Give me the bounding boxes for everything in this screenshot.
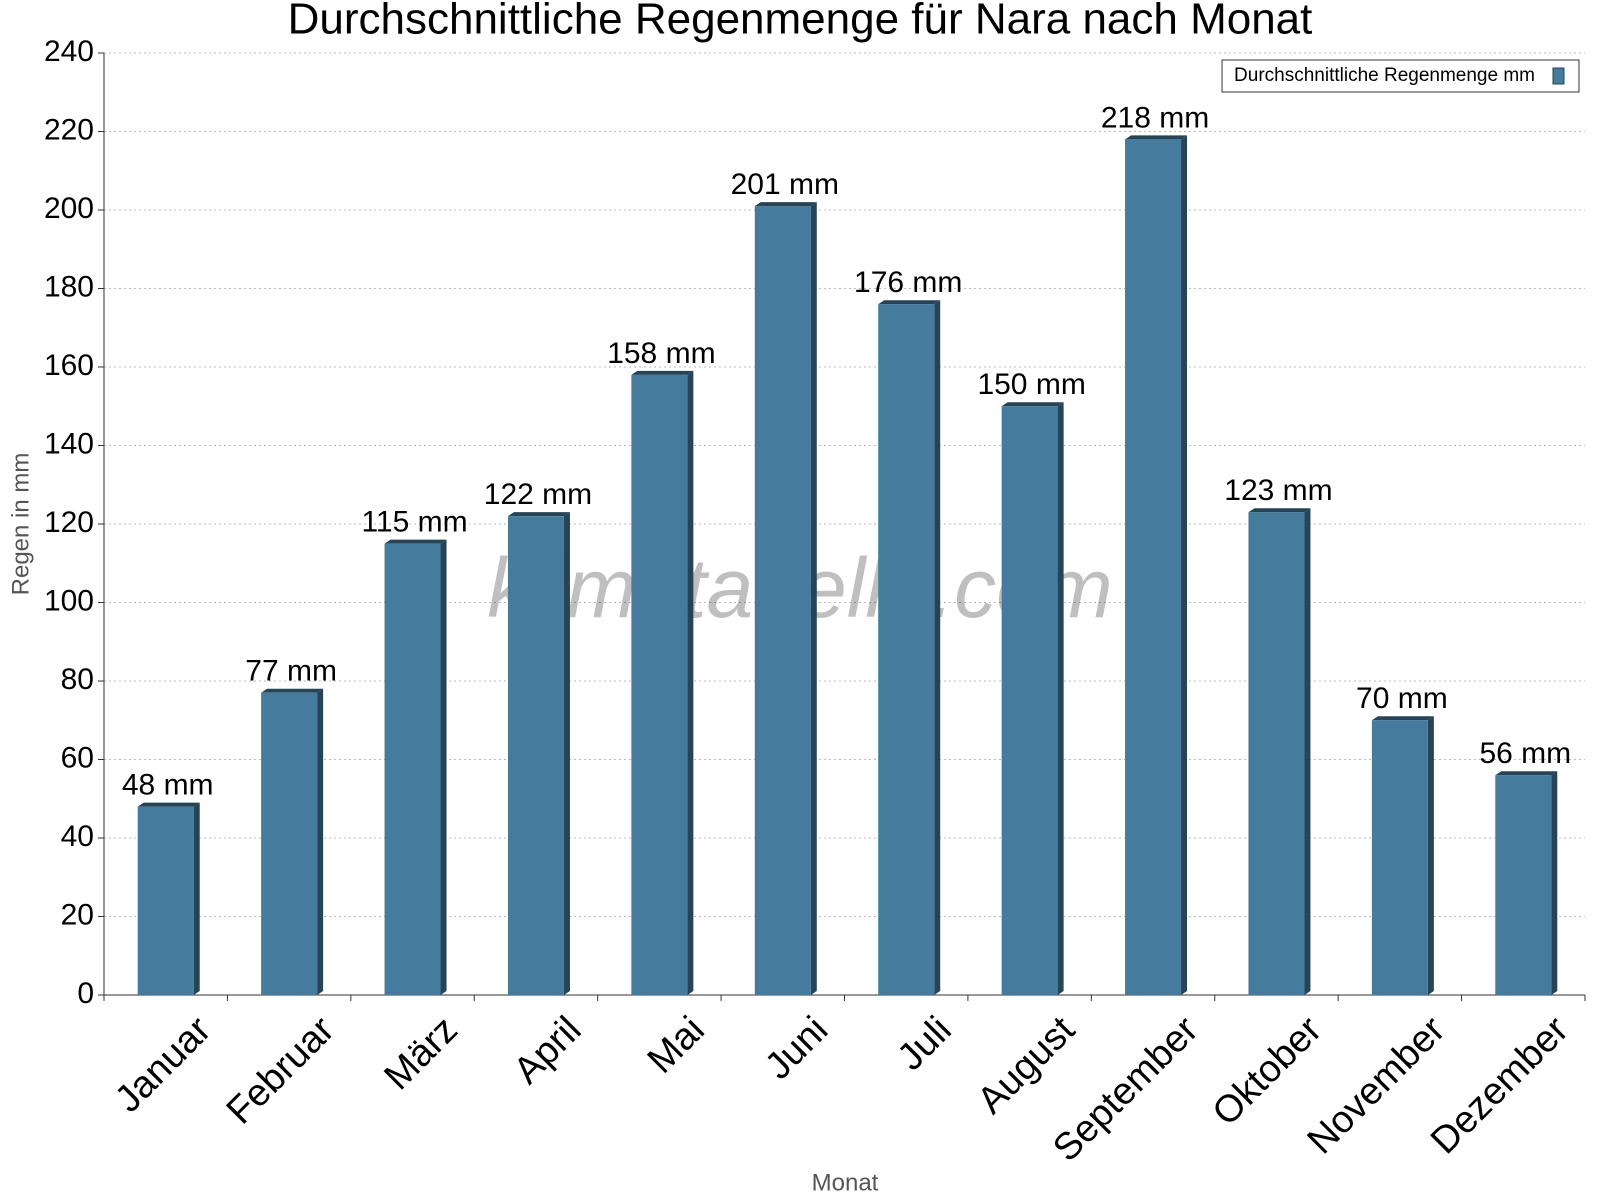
bar-top (137, 802, 200, 807)
bar-side (810, 202, 817, 995)
value-label: 123 mm (1224, 474, 1332, 507)
bar-side (317, 688, 324, 995)
bar-face (137, 806, 194, 995)
legend-label: Durchschnittliche Regenmenge mm (1234, 65, 1535, 86)
bar-top (1248, 508, 1311, 513)
bar-face (261, 692, 318, 995)
bar-side (440, 539, 447, 995)
value-label: 115 mm (361, 506, 467, 539)
bar-face (754, 206, 811, 995)
bar (507, 512, 570, 995)
y-tick-label: 40 (61, 820, 94, 853)
bar (261, 688, 324, 995)
legend-box (1221, 59, 1580, 93)
value-label: 48 mm (122, 769, 214, 802)
bar-top (507, 512, 570, 517)
bar-top (261, 688, 324, 693)
value-label: 70 mm (1356, 682, 1448, 715)
bar-side (1057, 402, 1064, 995)
y-tick-label: 20 (61, 898, 94, 931)
value-label: 158 mm (607, 337, 715, 370)
y-tick-label: 60 (61, 741, 94, 774)
bar-face (1248, 512, 1305, 995)
value-label: 150 mm (977, 368, 1085, 401)
y-tick-label: 180 (44, 270, 94, 303)
bar-top (384, 539, 447, 544)
bar-face (384, 543, 441, 995)
bar-face (878, 304, 935, 995)
bar-side (1181, 135, 1188, 996)
value-label: 77 mm (245, 655, 337, 688)
y-tick-label: 220 (44, 113, 94, 146)
bar (137, 802, 200, 995)
bar-face (1371, 720, 1428, 995)
bar-side (1427, 716, 1434, 995)
y-tick-label: 100 (44, 584, 94, 617)
bar (1495, 771, 1558, 995)
bar-side (193, 802, 200, 995)
bar-side (687, 370, 694, 996)
bar-top (1125, 135, 1188, 140)
x-axis-label: Monat (812, 1169, 879, 1196)
value-label: 56 mm (1479, 737, 1571, 770)
legend-swatch (1552, 67, 1565, 85)
bar-face (507, 516, 564, 995)
bar-top (1495, 771, 1558, 776)
bar-side (563, 512, 570, 995)
bar-top (1371, 716, 1434, 721)
value-label: 201 mm (731, 168, 839, 201)
bar-top (754, 202, 817, 207)
bar (1248, 508, 1311, 995)
y-tick-label: 200 (44, 192, 94, 225)
value-label: 176 mm (854, 266, 962, 299)
value-label: 122 mm (484, 478, 592, 511)
bar (754, 202, 817, 995)
bar-face (1495, 775, 1552, 995)
bar (1371, 716, 1434, 995)
y-tick-label: 80 (61, 663, 94, 696)
value-label: 218 mm (1101, 101, 1209, 134)
bar (1125, 135, 1188, 996)
y-tick-label: 140 (44, 427, 94, 460)
bar-top (878, 300, 941, 305)
legend: Durchschnittliche Regenmenge mm (1221, 59, 1580, 93)
bar (1001, 402, 1064, 995)
y-tick-label: 0 (77, 977, 94, 1010)
bar (878, 300, 941, 995)
y-tick-label: 120 (44, 506, 94, 539)
bar (631, 370, 694, 996)
y-tick-label: 160 (44, 349, 94, 382)
bar-side (934, 300, 941, 995)
chart-title: Durchschnittliche Regenmenge für Nara na… (288, 0, 1313, 44)
y-axis-label: Regen in mm (7, 453, 34, 596)
bar-top (1001, 402, 1064, 407)
y-tick-label: 240 (44, 35, 94, 68)
bar (384, 539, 447, 995)
bar-side (1304, 508, 1311, 995)
bar-face (1001, 406, 1058, 995)
bar-side (1551, 771, 1558, 995)
bar-top (631, 370, 694, 375)
bar-face (1125, 139, 1182, 996)
bar-face (631, 374, 688, 996)
